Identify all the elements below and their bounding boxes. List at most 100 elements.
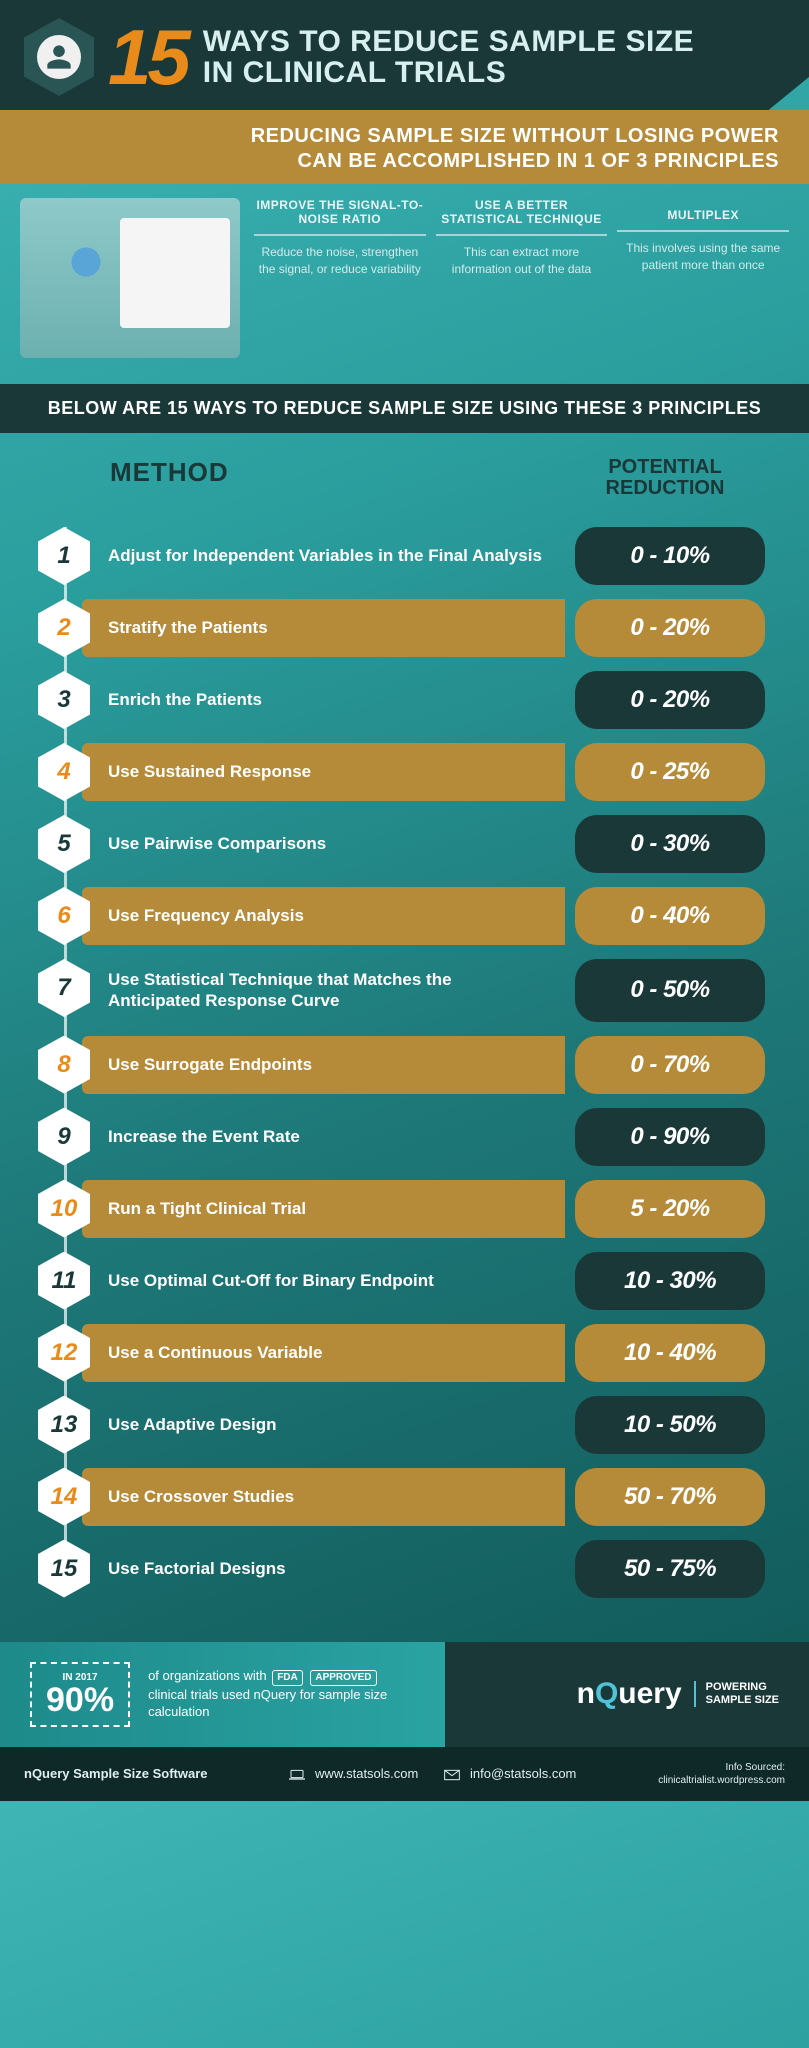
tag-2: SAMPLE SIZE <box>706 1694 779 1706</box>
brand-q: Q <box>595 1677 618 1710</box>
method-row: 12Use a Continuous Variable10 - 40% <box>38 1324 765 1382</box>
hex-badge <box>24 18 94 96</box>
source-label: Info Sourced: <box>726 1762 785 1773</box>
principles-line-2: CAN BE ACCOMPLISHED IN 1 OF 3 PRINCIPLES <box>30 149 779 174</box>
principles-banner: REDUCING SAMPLE SIZE WITHOUT LOSING POWE… <box>0 110 809 184</box>
method-reduction: 0 - 40% <box>575 887 765 945</box>
stat-percent: 90% <box>46 1683 114 1717</box>
table-header-reduction: POTENTIAL REDUCTION <box>565 457 765 499</box>
method-reduction: 0 - 20% <box>575 599 765 657</box>
method-row: 15Use Factorial Designs50 - 75% <box>38 1540 765 1598</box>
method-row: 13Use Adaptive Design10 - 50% <box>38 1396 765 1454</box>
stat-text-pre: of organizations with <box>148 1668 270 1683</box>
method-reduction: 50 - 70% <box>575 1468 765 1526</box>
stat-text-post: clinical trials used nQuery for sample s… <box>148 1687 387 1720</box>
method-reduction: 10 - 40% <box>575 1324 765 1382</box>
footer-email-text: info@statsols.com <box>470 1766 576 1781</box>
method-label: Use Optimal Cut-Off for Binary Endpoint <box>82 1252 565 1310</box>
method-label: Use Surrogate Endpoints <box>82 1036 565 1094</box>
method-label: Use Frequency Analysis <box>82 887 565 945</box>
method-reduction: 0 - 90% <box>575 1108 765 1166</box>
method-reduction: 0 - 70% <box>575 1036 765 1094</box>
laptop-icon <box>289 1769 305 1781</box>
footer-site: www.statsols.com <box>289 1766 418 1781</box>
brand-pre: n <box>577 1677 595 1710</box>
method-reduction: 5 - 20% <box>575 1180 765 1238</box>
principle-2: USE A BETTER STATISTICAL TECHNIQUE This … <box>436 198 608 278</box>
method-label: Enrich the Patients <box>82 671 565 729</box>
fda-badge: FDA <box>272 1670 303 1686</box>
method-label: Use Sustained Response <box>82 743 565 801</box>
method-reduction: 0 - 50% <box>575 959 765 1022</box>
footer-product: nQuery Sample Size Software <box>24 1766 208 1781</box>
method-reduction: 50 - 75% <box>575 1540 765 1598</box>
bottom-band: IN 2017 90% of organizations with FDA AP… <box>0 1642 809 1747</box>
method-row: 2Stratify the Patients0 - 20% <box>38 599 765 657</box>
method-row: 10Run a Tight Clinical Trial5 - 20% <box>38 1180 765 1238</box>
principle-1-title: IMPROVE THE SIGNAL-TO-NOISE RATIO <box>254 198 426 236</box>
tag-1: POWERING <box>706 1681 767 1693</box>
principles-line-1: REDUCING SAMPLE SIZE WITHOUT LOSING POWE… <box>30 124 779 149</box>
method-reduction: 0 - 30% <box>575 815 765 873</box>
method-label: Use Statistical Technique that Matches t… <box>82 959 565 1022</box>
method-row: 9Increase the Event Rate0 - 90% <box>38 1108 765 1166</box>
method-label: Use Crossover Studies <box>82 1468 565 1526</box>
footer-email: info@statsols.com <box>444 1766 576 1781</box>
method-row: 5Use Pairwise Comparisons0 - 30% <box>38 815 765 873</box>
method-label: Use a Continuous Variable <box>82 1324 565 1382</box>
title-block: WAYS TO REDUCE SAMPLE SIZE IN CLINICAL T… <box>203 26 694 89</box>
method-label: Run a Tight Clinical Trial <box>82 1180 565 1238</box>
principle-1-desc: Reduce the noise, strengthen the signal,… <box>254 244 426 278</box>
method-label: Adjust for Independent Variables in the … <box>82 527 565 585</box>
method-row: 4Use Sustained Response0 - 25% <box>38 743 765 801</box>
title-line-2: IN CLINICAL TRIALS <box>203 57 694 89</box>
brand-post: uery <box>618 1677 681 1710</box>
principle-3-desc: This involves using the same patient mor… <box>617 240 789 274</box>
person-icon <box>37 35 81 79</box>
footer-site-text: www.statsols.com <box>315 1766 418 1781</box>
method-row: 1Adjust for Independent Variables in the… <box>38 527 765 585</box>
method-row: 6Use Frequency Analysis0 - 40% <box>38 887 765 945</box>
footer-source: Info Sourced: clinicaltrialist.wordpress… <box>658 1761 785 1787</box>
brand-tagline: POWERING SAMPLE SIZE <box>694 1681 779 1707</box>
principle-columns: IMPROVE THE SIGNAL-TO-NOISE RATIO Reduce… <box>254 198 789 278</box>
footer: nQuery Sample Size Software www.statsols… <box>0 1747 809 1801</box>
method-label: Use Pairwise Comparisons <box>82 815 565 873</box>
table-header-method: METHOD <box>110 457 565 499</box>
method-row: 11Use Optimal Cut-Off for Binary Endpoin… <box>38 1252 765 1310</box>
principle-3: MULTIPLEX This involves using the same p… <box>617 198 789 278</box>
method-reduction: 10 - 30% <box>575 1252 765 1310</box>
th-right-1: POTENTIAL <box>608 456 721 478</box>
title-line-1: WAYS TO REDUCE SAMPLE SIZE <box>203 26 694 58</box>
method-reduction: 0 - 20% <box>575 671 765 729</box>
approved-badge: APPROVED <box>310 1670 376 1686</box>
method-row: 3Enrich the Patients0 - 20% <box>38 671 765 729</box>
principles-row: IMPROVE THE SIGNAL-TO-NOISE RATIO Reduce… <box>0 184 809 384</box>
methods-list: 1Adjust for Independent Variables in the… <box>0 507 809 1642</box>
table-header: METHOD POTENTIAL REDUCTION <box>0 433 809 507</box>
method-reduction: 10 - 50% <box>575 1396 765 1454</box>
principle-1: IMPROVE THE SIGNAL-TO-NOISE RATIO Reduce… <box>254 198 426 278</box>
brand: nQuery POWERING SAMPLE SIZE <box>577 1677 779 1711</box>
method-reduction: 0 - 25% <box>575 743 765 801</box>
method-row: 7Use Statistical Technique that Matches … <box>38 959 765 1022</box>
principle-3-title: MULTIPLEX <box>617 198 789 232</box>
stat-box: IN 2017 90% <box>30 1662 130 1727</box>
principle-2-title: USE A BETTER STATISTICAL TECHNIQUE <box>436 198 608 236</box>
th-right-2: REDUCTION <box>606 477 725 499</box>
principle-2-desc: This can extract more information out of… <box>436 244 608 278</box>
source-value: clinicaltrialist.wordpress.com <box>658 1775 785 1786</box>
method-label: Stratify the Patients <box>82 599 565 657</box>
method-row: 14Use Crossover Studies50 - 70% <box>38 1468 765 1526</box>
stat-text: of organizations with FDA APPROVED clini… <box>148 1667 408 1721</box>
mail-icon <box>444 1769 460 1781</box>
big-number: 15 <box>108 26 187 88</box>
method-label: Use Factorial Designs <box>82 1540 565 1598</box>
brand-logo: nQuery <box>577 1677 682 1711</box>
method-label: Increase the Event Rate <box>82 1108 565 1166</box>
method-row: 8Use Surrogate Endpoints0 - 70% <box>38 1036 765 1094</box>
method-reduction: 0 - 10% <box>575 527 765 585</box>
header-bar: 15 WAYS TO REDUCE SAMPLE SIZE IN CLINICA… <box>0 0 809 110</box>
section-banner: BELOW ARE 15 WAYS TO REDUCE SAMPLE SIZE … <box>0 384 809 433</box>
method-label: Use Adaptive Design <box>82 1396 565 1454</box>
